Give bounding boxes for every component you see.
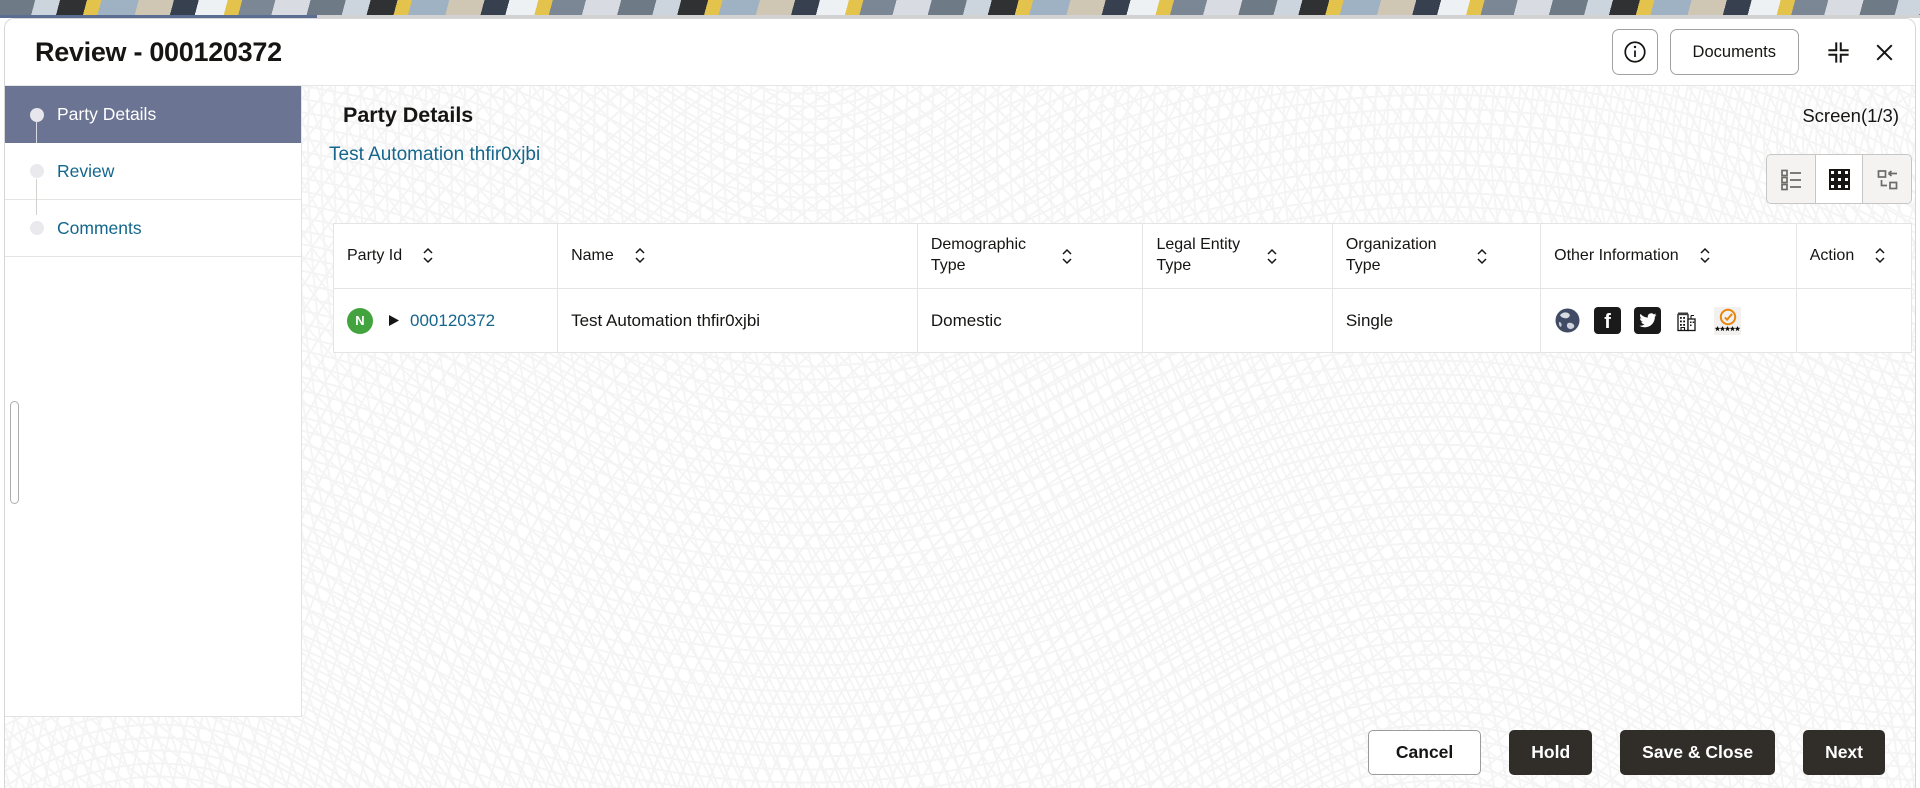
sidebar-item-review[interactable]: Review [5,143,301,215]
close-button[interactable] [1872,40,1897,65]
cell-demographic-type: Domestic [916,288,1144,353]
step-dot-icon [30,164,44,178]
collapse-button[interactable] [1825,39,1852,66]
section-title: Party Details [343,103,474,127]
sidebar-item-label: Review [57,160,115,181]
content-header-row: Party Details Screen(1/3) [303,86,1915,128]
twitter-icon[interactable] [1634,307,1662,334]
collapse-icon [1825,39,1852,66]
facebook-icon[interactable]: f [1594,307,1622,334]
sort-icon[interactable] [422,247,434,264]
sidebar-item-comments[interactable]: Comments [5,200,301,257]
background-edge-line [0,15,1920,18]
header-actions: Documents [1611,29,1897,75]
screen-indicator: Screen(1/3) [1802,105,1899,126]
globe-icon[interactable] [1554,307,1581,334]
column-header-demographic-type[interactable]: Demographic Type [916,223,1144,289]
sort-icon[interactable] [1874,247,1886,264]
content-scrollbar-thumb[interactable] [10,401,19,504]
step-dot-icon [30,221,44,235]
cell-party-id: N 000120372 [332,288,559,353]
background-pattern-strip [0,0,1920,15]
step-dot-icon [30,107,44,122]
cell-other-information: f [1540,288,1797,353]
save-and-close-button[interactable]: Save & Close [1620,730,1776,775]
sort-icon[interactable] [1476,248,1488,265]
column-header-party-id[interactable]: Party Id [332,223,559,289]
next-button[interactable]: Next [1803,730,1885,775]
hierarchy-view-icon [1876,168,1899,191]
grid-view-button[interactable] [1815,155,1863,203]
table-row: N 000120372 Test Automation thfir0xjbi [332,288,1913,353]
party-id-link[interactable]: 000120372 [410,310,496,330]
modal-header: Review - 000120372 Documents [5,19,1915,86]
content-subheader-row: Test Automation thfir0xjbi [303,128,1915,204]
review-modal: Review - 000120372 Documents [4,18,1916,788]
list-view-button[interactable] [1767,155,1815,203]
sort-icon[interactable] [1699,247,1711,264]
rating-icon[interactable] [1714,306,1742,335]
step-connector-line [36,122,37,158]
modal-body: Party Details Review Comments Party Deta… [5,86,1915,788]
main-content: Party Details Screen(1/3) Test Automatio… [303,86,1915,717]
list-view-icon [1780,168,1803,191]
grid-view-icon [1828,168,1851,191]
cell-organization-type: Single [1331,288,1542,353]
hierarchy-view-button[interactable] [1863,155,1911,203]
party-table: Party Id Name Demographic Type [332,223,1913,353]
view-toggle-group [1766,154,1912,204]
sidebar-item-label: Comments [57,217,142,238]
close-icon [1872,40,1897,65]
wizard-sidebar: Party Details Review Comments [5,86,302,717]
sidebar-item-label: Party Details [57,104,157,124]
cell-name: Test Automation thfir0xjbi [557,288,918,353]
column-header-legal-entity-type[interactable]: Legal Entity Type [1142,223,1333,289]
building-icon[interactable] [1674,307,1701,334]
sort-icon[interactable] [634,247,646,264]
documents-button[interactable]: Documents [1669,29,1799,75]
party-name-link[interactable]: Test Automation thfir0xjbi [329,144,541,165]
info-icon [1622,39,1648,65]
table-header-row: Party Id Name Demographic Type [332,223,1913,289]
sidebar-item-party-details[interactable]: Party Details [5,86,301,158]
expand-row-icon[interactable] [387,313,400,328]
info-button[interactable] [1611,29,1658,75]
step-connector-line [36,179,37,215]
cancel-button[interactable]: Cancel [1367,730,1482,775]
new-status-badge: N [347,307,373,334]
footer-actions: Cancel Hold Save & Close Next [5,716,1915,788]
sort-icon[interactable] [1266,248,1278,265]
hold-button[interactable]: Hold [1509,730,1593,775]
cell-action [1795,288,1913,353]
modal-title: Review - 000120372 [35,36,282,67]
column-header-name[interactable]: Name [557,223,918,289]
sort-icon[interactable] [1061,248,1073,265]
column-header-organization-type[interactable]: Organization Type [1331,223,1542,289]
column-header-action[interactable]: Action [1795,223,1913,289]
cell-legal-entity-type [1142,288,1333,353]
column-header-other-information[interactable]: Other Information [1540,223,1797,289]
